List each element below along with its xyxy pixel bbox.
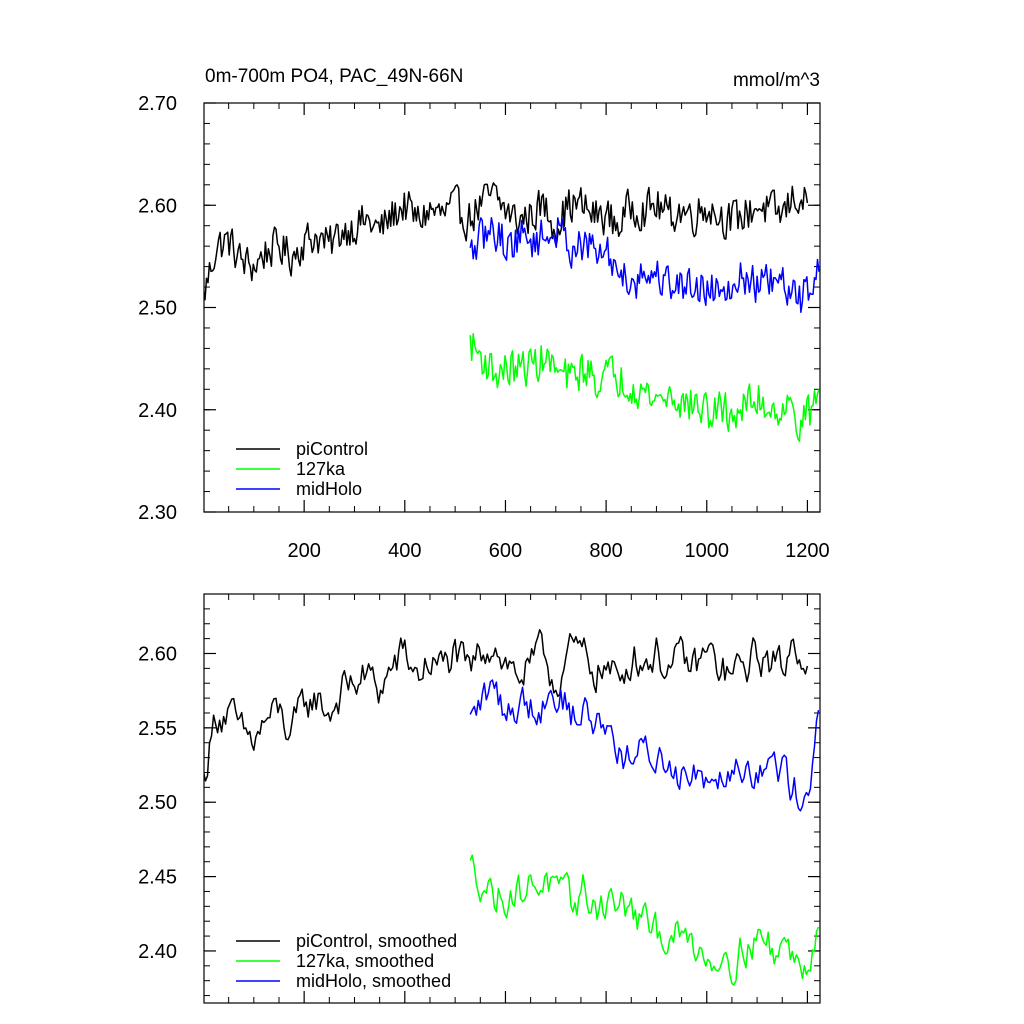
x-tick-label: 400: [388, 540, 421, 562]
x-tick-label: 1200: [785, 540, 830, 562]
legend-label-picontrol-smoothed: piControl, smoothed: [296, 931, 457, 951]
y-tick-label: 2.50: [138, 792, 177, 814]
series-line-midholo-smoothed: [469, 679, 820, 812]
units-label: mmol/m^3: [733, 70, 820, 91]
legend-label-127ka-smoothed: 127ka, smoothed: [296, 951, 434, 971]
series-line-picontrol: [204, 182, 809, 301]
legend-label-picontrol: piControl: [296, 439, 368, 459]
series-line-127ka: [469, 333, 820, 443]
y-tick-label: 2.40: [138, 400, 177, 422]
chart-title: 0m-700m PO4, PAC_49N-66N: [205, 66, 463, 87]
legend-label-midholo-smoothed: midHolo, smoothed: [296, 971, 451, 991]
x-tick-label: 600: [489, 540, 522, 562]
y-tick-label: 2.50: [138, 298, 177, 320]
series-line-127ka-smoothed: [469, 854, 820, 986]
plot-frame: [203, 593, 821, 1004]
y-tick-label: 2.60: [138, 643, 177, 665]
y-tick-label: 2.60: [138, 195, 177, 217]
panel-raw: 2.30 2.40 2.50 2.60 2.70 200 400 600 800 1000 1200…: [138, 93, 830, 562]
y-tick-label: 2.45: [138, 867, 177, 889]
series-line-midholo: [469, 217, 820, 314]
y-tick-label: 2.30: [138, 502, 177, 524]
legend-label-midholo: midHolo: [296, 479, 362, 499]
x-tick-label: 800: [589, 540, 622, 562]
series-line-picontrol-smoothed: [204, 629, 809, 782]
y-tick-label: 2.55: [138, 718, 177, 740]
y-tick-label: 2.40: [138, 941, 177, 963]
x-tick-label: 200: [287, 540, 320, 562]
panel-smoothed: 2.40 2.45 2.50 2.55 2.60 piControl, smoothed1…: [138, 593, 821, 1004]
legend-label-127ka: 127ka: [296, 459, 346, 479]
y-tick-label: 2.70: [138, 93, 177, 115]
x-tick-label: 1000: [685, 540, 730, 562]
